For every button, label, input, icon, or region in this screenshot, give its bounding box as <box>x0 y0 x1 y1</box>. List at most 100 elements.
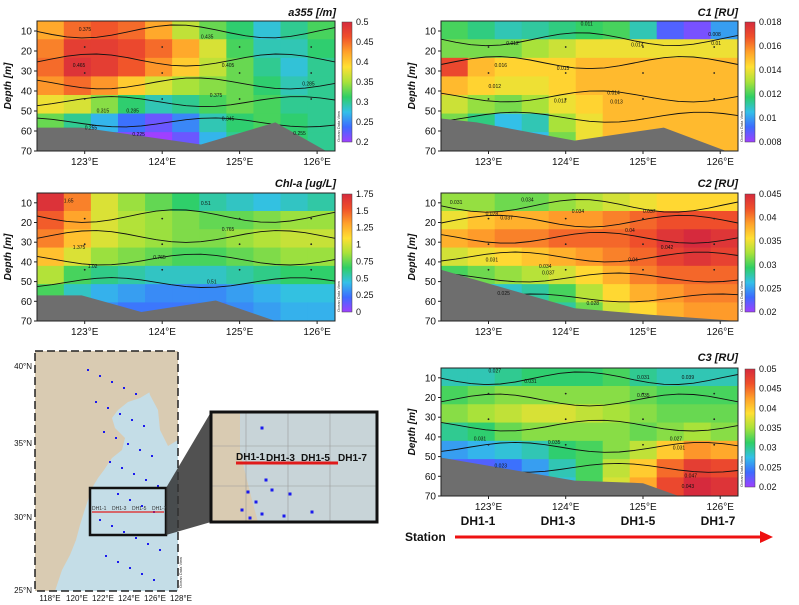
heatmap-cell <box>441 440 469 460</box>
heatmap-cell <box>683 404 712 424</box>
y-tick-label: 40 <box>21 87 33 98</box>
heatmap-cell <box>602 193 631 212</box>
sample-point <box>564 46 567 48</box>
heatmap-cell <box>602 76 631 96</box>
heatmap-cell <box>575 21 604 40</box>
sample-point <box>642 98 644 100</box>
heatmap-cell <box>656 94 685 115</box>
heatmap-cell <box>683 477 712 496</box>
contour-label: 0.435 <box>201 35 214 41</box>
map-station-dot <box>121 467 123 469</box>
station-axis: Station DH1-1 DH1-3 DH1-5 DH1-7 <box>405 514 773 544</box>
heatmap-cell <box>441 39 469 59</box>
panel-chla: Chl-a [ug/L] 1.65 0.511.3750.7650.7651.02… <box>3 178 374 338</box>
heatmap-field: 1.65 0.51 1.375 0.765 0.765 1.02 0.51 <box>37 193 335 321</box>
contour-label: 0.765 <box>222 227 235 233</box>
heatmap-cell <box>199 265 227 285</box>
colorbar <box>744 21 756 143</box>
heatmap-cell <box>172 39 200 59</box>
sample-point <box>713 98 716 100</box>
colorbar <box>744 193 756 313</box>
heatmap-cell <box>629 284 658 304</box>
heatmap-cell <box>280 21 309 40</box>
heatmap-cell <box>602 113 631 133</box>
y-axis-label: Depth [m] <box>3 62 14 109</box>
map-station-dot <box>117 561 119 563</box>
contour-line <box>441 419 738 432</box>
heatmap-cell <box>145 76 173 96</box>
chart-title: a355 [/m] <box>288 7 336 19</box>
sample-point <box>310 217 313 220</box>
lat-tick: 40°N <box>14 362 32 371</box>
heatmap-cell <box>145 21 173 40</box>
heatmap-cell <box>656 265 685 285</box>
heatmap-cell <box>710 302 738 321</box>
heatmap-field: 0.027 0.031 0.035 0.031 0.039 0.031 0.035 0.027… <box>441 368 738 496</box>
heatmap-cell <box>521 265 550 285</box>
sample-point <box>487 243 490 246</box>
sample-point <box>713 217 716 220</box>
contour-label: 1.375 <box>73 245 86 251</box>
heatmap-cell <box>575 385 604 405</box>
heatmap-cell <box>145 284 173 304</box>
sample-point <box>564 72 567 74</box>
contour-label: 0.315 <box>97 109 110 115</box>
contour-label: 0.765 <box>153 255 166 261</box>
watermark: Ocean Data View <box>739 456 744 487</box>
heatmap-cell <box>656 210 685 230</box>
heatmap-cell <box>602 385 631 405</box>
heatmap-cell <box>63 193 92 212</box>
y-tick-label: 30 <box>425 67 437 78</box>
heatmap-cell <box>683 284 712 304</box>
contour-label: 1.65 <box>64 199 74 205</box>
inset-grid <box>211 412 377 522</box>
map-station-dot <box>123 387 125 389</box>
heatmap-cell <box>467 229 496 249</box>
heatmap-cell <box>575 422 604 442</box>
sample-point <box>161 72 164 74</box>
heatmap-cell <box>521 39 550 59</box>
heatmap-cell <box>441 21 469 40</box>
sample-point <box>713 418 716 421</box>
station-label: DH1-5 <box>621 514 656 528</box>
heatmap-cell <box>602 39 631 59</box>
heatmap-cell <box>145 94 173 115</box>
contour-label: 0.014 <box>607 91 620 97</box>
contour-label: 0.285 <box>126 109 139 115</box>
map-station-dot <box>99 375 101 377</box>
y-axis-label: Depth [m] <box>407 62 418 109</box>
heatmap-cell <box>710 94 738 115</box>
heatmap-cell <box>548 284 577 304</box>
sample-point <box>238 46 241 48</box>
heatmap-field: 0.011 0.012 0.014 0.016 0.015 0.013 0.014 0.013… <box>441 21 738 151</box>
contour-line <box>441 111 738 123</box>
heatmap-cell <box>629 94 658 115</box>
heatmap-cell <box>602 94 631 115</box>
colorbar-tick: 0 <box>356 307 361 317</box>
lon-tick: 122°E <box>92 594 114 603</box>
heatmap-cell <box>683 368 712 387</box>
heatmap-cell <box>199 247 227 267</box>
heatmap-cell <box>602 404 631 424</box>
sample-point <box>487 72 490 74</box>
inset-panel: DH1-1 DH1-3 DH1-5 DH1-7 <box>209 410 379 524</box>
y-axis-label: Depth [m] <box>3 233 14 280</box>
heatmap-cell <box>683 265 712 285</box>
contour-label: 0.225 <box>132 132 145 138</box>
x-tick-label: 124°E <box>552 157 580 168</box>
heatmap-cell <box>683 76 712 96</box>
y-tick-label: 50 <box>425 452 437 463</box>
heatmap-cell <box>172 113 200 133</box>
heatmap-field: 0.375 0.465 0.435 0.405 0.375 0.315 0.345 0.285… <box>37 21 335 151</box>
heatmap-cell <box>117 229 146 249</box>
contour-label: 0.042 <box>661 245 674 251</box>
sample-point <box>310 98 313 100</box>
map-station-dot <box>95 401 97 403</box>
heatmap-cell <box>226 210 255 230</box>
heatmap-cell <box>683 113 712 133</box>
heatmap-cell <box>494 265 523 285</box>
lon-tick: 120°E <box>66 594 88 603</box>
map-station-dot <box>145 479 147 481</box>
sample-point <box>83 268 86 271</box>
map-station-dot <box>105 555 107 557</box>
